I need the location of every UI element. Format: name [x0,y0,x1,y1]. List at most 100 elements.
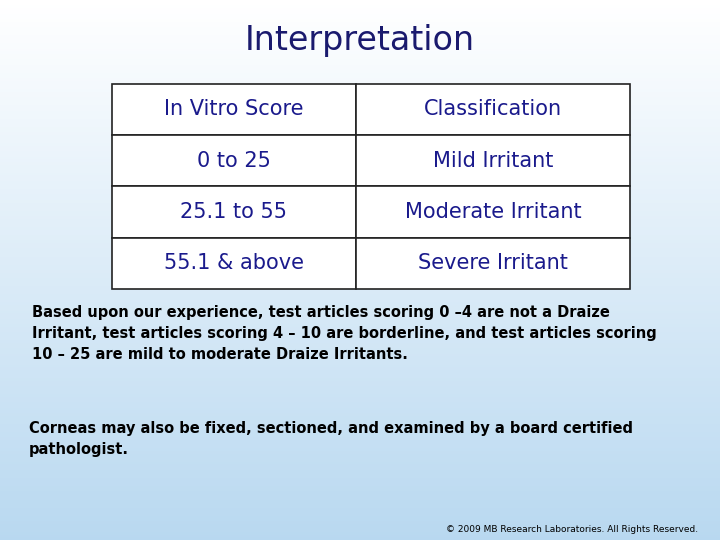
Bar [0,0,720,3]
Bar [0,267,720,270]
Bar [0,32,720,35]
Bar [0,5,720,8]
Bar [0,459,720,462]
Bar [0,338,720,340]
Bar [0,16,720,19]
Bar [0,286,720,289]
Bar [0,367,720,370]
Bar [0,289,720,292]
Bar [0,329,720,332]
Bar [0,335,720,338]
Bar [0,227,720,229]
Bar [0,478,720,481]
Bar [0,370,720,373]
Bar [0,151,720,154]
Bar [0,332,720,335]
Bar [0,451,720,454]
Bar [0,232,720,235]
Bar [0,340,720,343]
Bar [0,113,720,116]
Bar [356,186,630,238]
Bar [0,275,720,278]
Bar [0,413,720,416]
Bar [0,57,720,59]
Bar [0,456,720,459]
Bar [0,494,720,497]
Bar [0,92,720,94]
Bar [0,35,720,38]
Bar [0,154,720,157]
Bar [0,462,720,464]
Bar [0,278,720,281]
Bar [0,497,720,500]
Bar [0,424,720,427]
Bar [112,238,356,289]
Bar [0,100,720,103]
Bar [0,11,720,14]
Bar [0,27,720,30]
Bar [0,111,720,113]
Bar [0,448,720,451]
Bar [0,22,720,24]
Bar [0,202,720,205]
Bar [356,238,630,289]
Bar [0,437,720,440]
Bar [0,464,720,467]
Bar [0,43,720,46]
Bar [0,76,720,78]
Bar [0,313,720,316]
Bar [0,392,720,394]
Bar [0,319,720,321]
Bar [0,427,720,429]
Bar [0,300,720,302]
Bar [0,243,720,246]
Bar [0,216,720,219]
Bar [0,178,720,181]
Bar [0,186,720,189]
Bar [0,105,720,108]
Bar [0,19,720,22]
Bar [0,418,720,421]
Bar [0,259,720,262]
Bar [0,200,720,202]
Text: Classification: Classification [424,99,562,119]
Text: Corneas may also be fixed, sectioned, and examined by a board certified
patholog: Corneas may also be fixed, sectioned, an… [29,421,633,457]
Bar [0,359,720,362]
Text: Moderate Irritant: Moderate Irritant [405,202,582,222]
Bar [0,502,720,505]
Bar [0,94,720,97]
Bar [0,400,720,402]
Bar [0,467,720,470]
Bar [0,348,720,351]
Bar [0,383,720,386]
Bar [0,49,720,51]
Bar [0,421,720,424]
Bar [0,116,720,119]
Bar [0,14,720,16]
Text: 0 to 25: 0 to 25 [197,151,271,171]
Bar [0,526,720,529]
Bar [0,108,720,111]
Bar [0,389,720,392]
Bar [0,475,720,478]
Bar [0,321,720,324]
Bar [0,132,720,135]
Bar [0,146,720,148]
Bar [0,3,720,5]
Bar [0,246,720,248]
Bar [0,316,720,319]
Bar [0,518,720,521]
Bar [0,481,720,483]
Bar [0,157,720,159]
Bar [0,270,720,273]
Bar [0,173,720,176]
Bar [0,343,720,346]
Bar [0,208,720,211]
Bar [0,284,720,286]
Bar [0,402,720,405]
Text: Severe Irritant: Severe Irritant [418,253,568,273]
Bar [0,127,720,130]
Bar [0,219,720,221]
Bar [0,373,720,375]
Bar [0,30,720,32]
